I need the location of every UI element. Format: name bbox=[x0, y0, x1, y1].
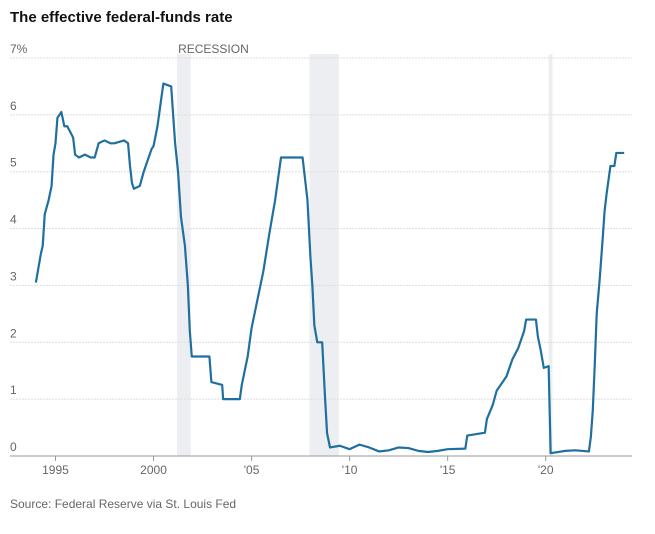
data-line bbox=[34, 82, 625, 455]
y-tick-label: 6 bbox=[10, 99, 17, 113]
x-tick-label: '15 bbox=[440, 463, 456, 477]
y-tick-label: 0 bbox=[10, 440, 17, 454]
y-tick-label: 1 bbox=[10, 383, 17, 397]
x-tick-label: '05 bbox=[244, 463, 260, 477]
annotation: RECESSION bbox=[178, 42, 249, 56]
source: Source: Federal Reserve via St. Louis Fe… bbox=[10, 497, 236, 511]
y-tick-label: 7% bbox=[10, 42, 28, 56]
chart-title: The effective federal-funds rate bbox=[10, 9, 233, 26]
y-tick-label: 4 bbox=[10, 213, 17, 227]
y-tick-label: 5 bbox=[10, 156, 17, 170]
x-tick-label: '20 bbox=[538, 463, 554, 477]
y-tick-label: 2 bbox=[10, 326, 17, 340]
x-tick-label: '10 bbox=[342, 463, 358, 477]
recession-band bbox=[177, 54, 191, 456]
recession-band bbox=[548, 54, 553, 456]
x-tick-label: 1995 bbox=[42, 463, 69, 477]
y-tick-label: 3 bbox=[10, 269, 17, 283]
x-tick-label: 2000 bbox=[140, 463, 167, 477]
